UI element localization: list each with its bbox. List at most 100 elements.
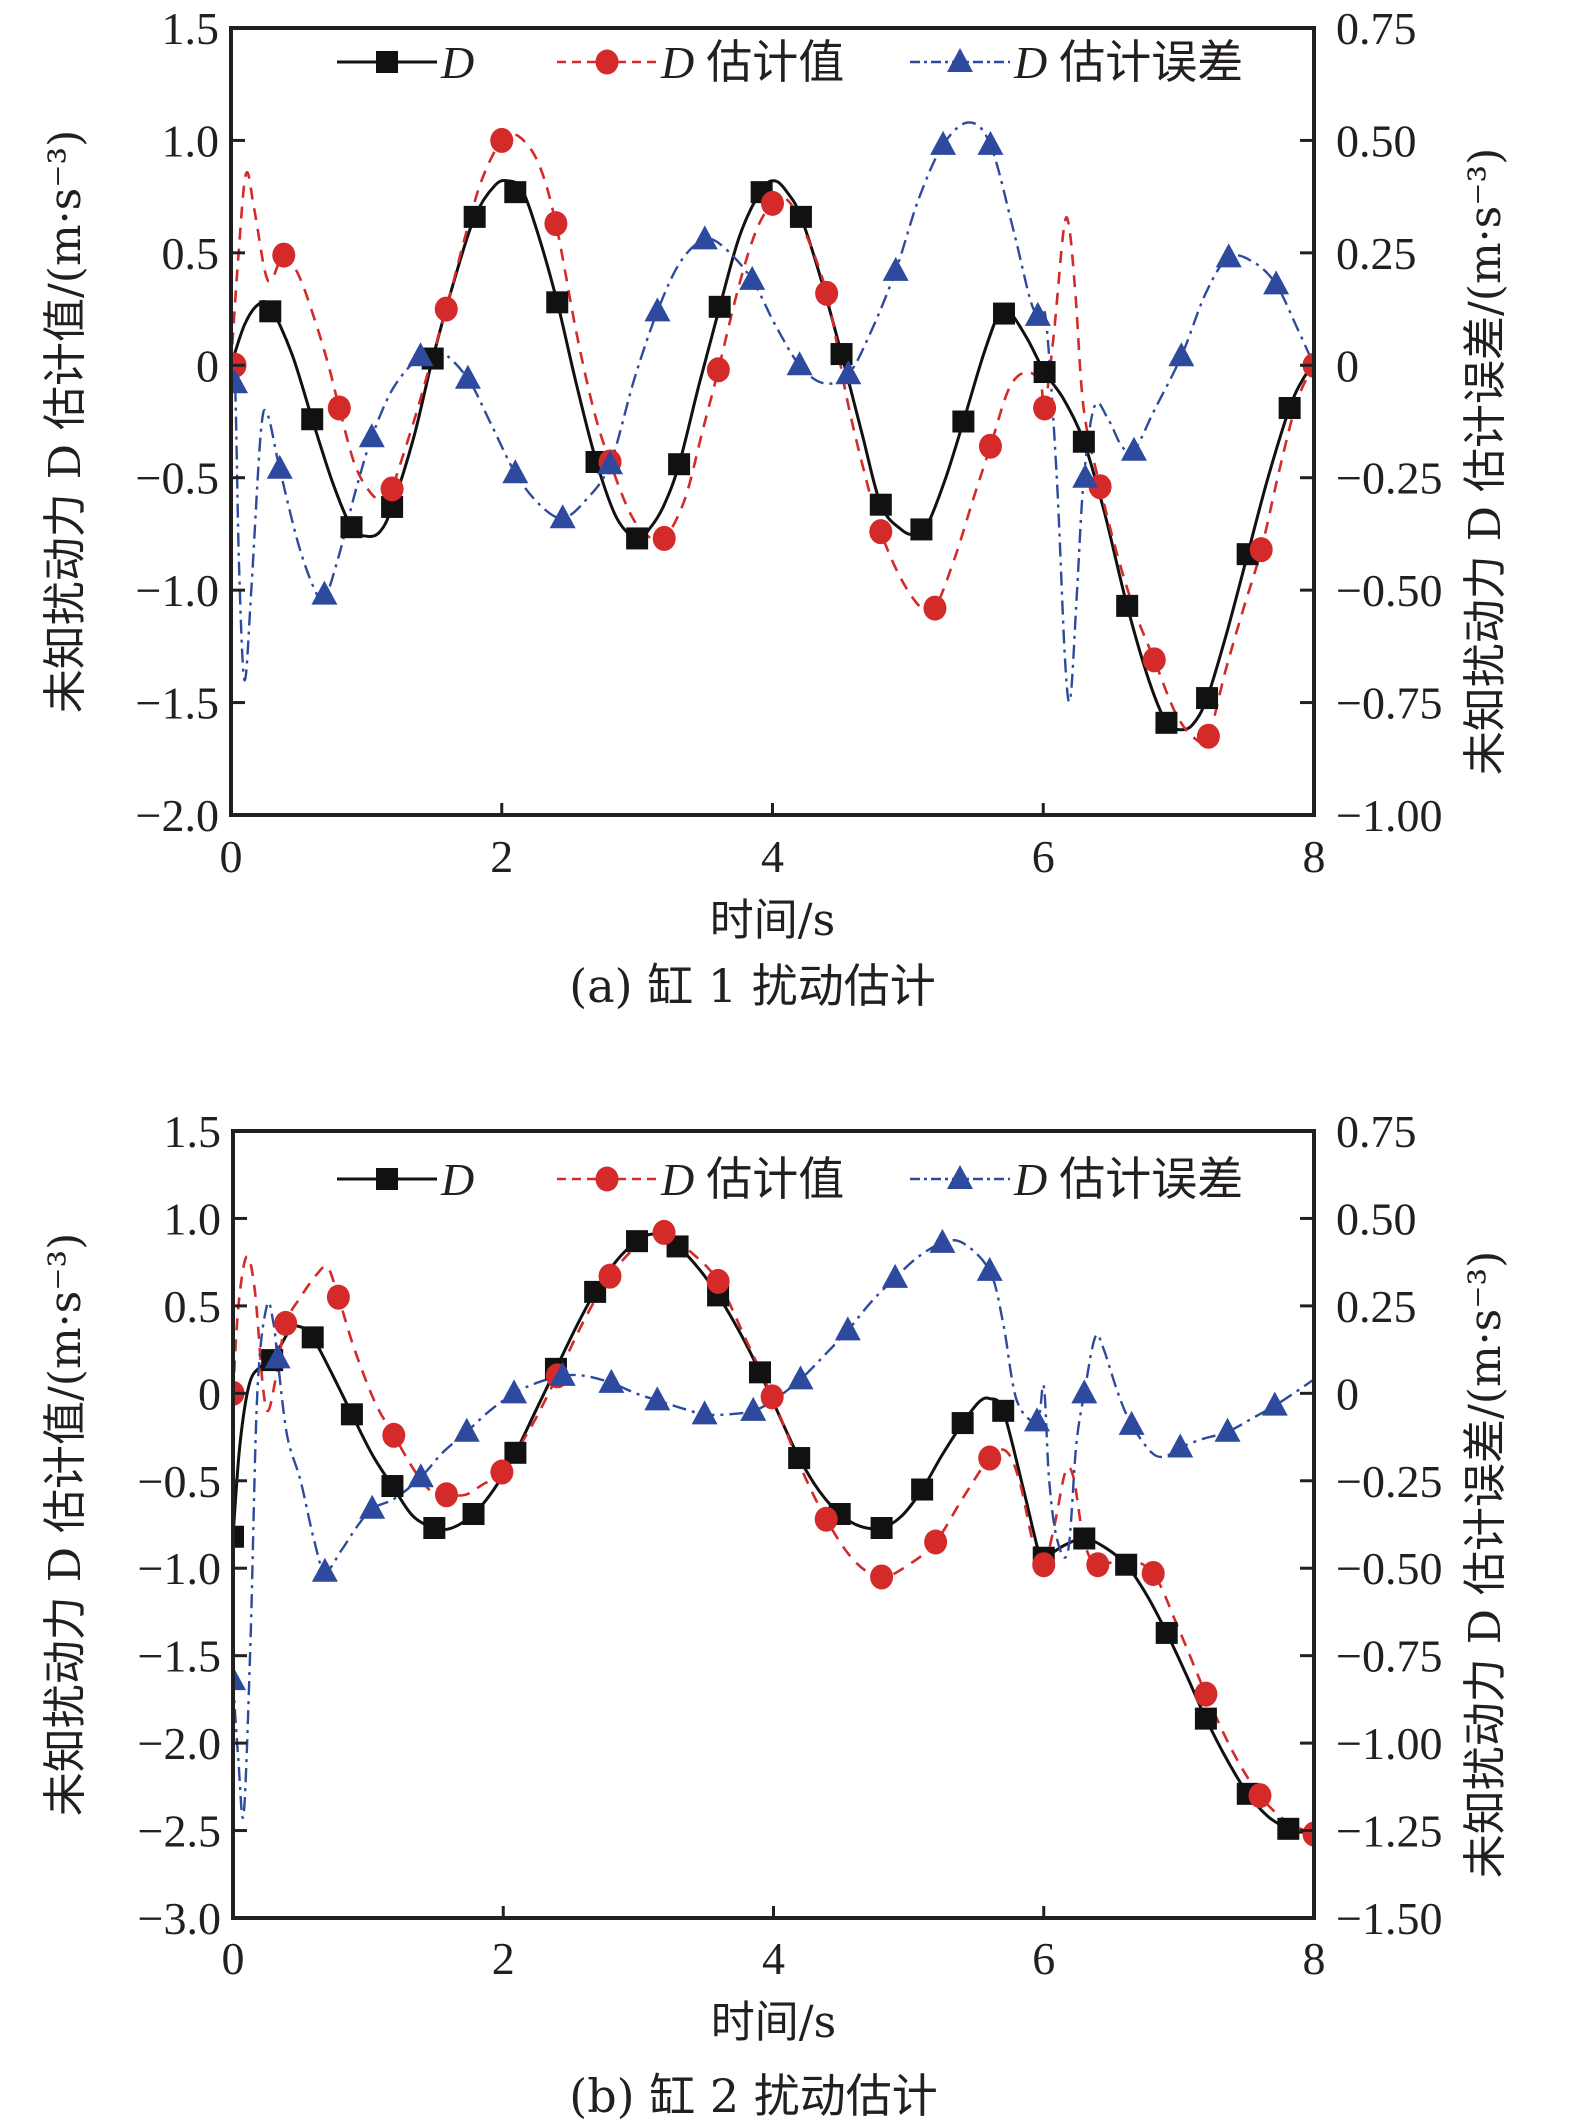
data-point-d-estimate [706, 1268, 730, 1294]
legend-label: D 估计误差 [1013, 1152, 1243, 1206]
legend: D D 估计值 D 估计误差 [337, 35, 1243, 89]
data-point-d [870, 1516, 893, 1539]
legend-text: 估计值 [706, 35, 844, 89]
data-point-d-error [1023, 1407, 1050, 1432]
y-tick-label: 0.5 [164, 1281, 222, 1332]
data-point-d [423, 1516, 446, 1539]
data-point-d-error [930, 130, 957, 155]
data-point-d-error [407, 342, 434, 367]
legend-text: 估计误差 [1059, 35, 1243, 89]
y-axis-title: 未知扰动力 D 估计值/(m·s⁻³) [40, 130, 91, 714]
x-tick-label: 2 [492, 1933, 515, 1984]
data-point-d-error [598, 1368, 625, 1393]
data-point-d-error [502, 459, 529, 484]
data-point-d-error [1071, 1379, 1098, 1404]
y-tick-label: −2.5 [138, 1806, 221, 1857]
data-point-d [992, 1399, 1015, 1422]
data-point-d-error [740, 1396, 767, 1421]
data-point-d-error [1167, 1433, 1194, 1458]
data-point-d-estimate [652, 525, 676, 551]
data-point-d-error [407, 1463, 434, 1488]
legend-item: D 估计值 [557, 35, 844, 89]
data-point-d-estimate [760, 1384, 784, 1410]
x-tick-label: 0 [220, 831, 243, 882]
data-point-d-error [1120, 436, 1147, 461]
series-line-d [231, 178, 1314, 732]
data-point-d [1194, 1707, 1217, 1730]
data-point-d [626, 527, 649, 550]
y-tick-label: −0.5 [138, 1456, 221, 1507]
data-point-d-estimate [1032, 1552, 1056, 1578]
data-point-d [1196, 687, 1219, 710]
data-point-d-error [1072, 463, 1099, 488]
x-tick-label: 6 [1032, 1933, 1055, 1984]
data-point-d-error [359, 1494, 386, 1519]
data-point-d-estimate [761, 190, 784, 216]
legend-label: D 估计值 [660, 35, 844, 89]
data-point-d-error [1214, 1417, 1241, 1442]
data-point-d-error [835, 360, 862, 385]
data-point-d-error [644, 1386, 671, 1411]
data-point-d [233, 1525, 244, 1548]
data-point-d-error [882, 1263, 909, 1288]
y-tick-label: 1.0 [162, 115, 220, 166]
legend-item: D [337, 37, 474, 88]
data-point-d [504, 181, 527, 204]
data-point-d [301, 1326, 324, 1349]
data-point-d-estimate [706, 357, 730, 383]
data-point-d-estimate [978, 1445, 1002, 1471]
legend-item: D 估计误差 [910, 1152, 1243, 1206]
data-point-d [462, 1503, 485, 1526]
data-point-d-error [454, 364, 481, 389]
x-tick-label: 0 [222, 1933, 245, 1984]
data-point-d-error [549, 1361, 576, 1386]
data-point-d-error [1261, 1391, 1288, 1416]
data-point-d [1155, 1621, 1178, 1644]
legend: D D 估计值 D 估计误差 [337, 1152, 1243, 1206]
x-axis-title: 时间/s [711, 1997, 836, 2048]
data-point-d [1073, 1527, 1096, 1550]
legend-symbol: D [1013, 37, 1047, 88]
data-point-d-error [977, 130, 1004, 155]
data-point-d [951, 1412, 974, 1435]
y-right-tick-label: −0.25 [1336, 453, 1442, 504]
y-right-tick-label: −0.75 [1336, 678, 1442, 729]
data-point-d-estimate [1033, 395, 1057, 421]
plot-area [233, 1219, 1314, 1847]
data-point-d [1278, 397, 1301, 420]
y-right-tick-label: −1.00 [1336, 790, 1442, 841]
data-point-d-error [501, 1379, 528, 1404]
data-point-d-error [266, 454, 293, 479]
data-point-d-estimate [869, 519, 893, 545]
y-right-tick-label: 0.50 [1336, 1193, 1417, 1244]
data-point-d-error [358, 423, 385, 448]
data-point-d [830, 343, 853, 366]
data-point-d-estimate [434, 296, 458, 322]
legend-item: D 估计值 [557, 1152, 844, 1206]
data-point-d [910, 518, 933, 541]
chart-panel-b: 0 2 4 6 81.51.00.50−0.5−1.0−1.5−2.0−2.5−3.00… [40, 1106, 1511, 2123]
panel-caption: (b) 缸 2 扰动估计 [569, 2069, 937, 2123]
chart-panel-a: 0 2 4 6 81.51.00.50−0.5−1.0−1.5−2.00.750.500… [40, 3, 1511, 1013]
legend-label: D 估计值 [660, 1152, 844, 1206]
x-tick-label: 8 [1303, 1933, 1326, 1984]
y-right-tick-label: −0.50 [1336, 565, 1442, 616]
y-right-tick-label: −1.50 [1336, 1893, 1442, 1944]
data-point-d-error [233, 1666, 246, 1691]
data-point-d [381, 1475, 404, 1498]
data-point-d [301, 408, 324, 431]
legend-label: D [440, 1154, 474, 1205]
x-tick-label: 4 [762, 1933, 785, 1984]
y-tick-label: 1.5 [162, 3, 220, 54]
y-tick-label: −1.5 [138, 1631, 221, 1682]
data-point-d-estimate [815, 280, 839, 306]
legend-marker-triangle-icon [947, 48, 973, 72]
data-point-d-error [311, 580, 338, 605]
data-point-d-estimate [327, 395, 351, 421]
data-point-d [789, 205, 812, 228]
y-tick-label: 0 [198, 1368, 221, 1419]
data-point-d-error [787, 1365, 814, 1390]
data-point-d-estimate [1302, 1821, 1314, 1847]
y-right-tick-label: 0 [1336, 1368, 1359, 1419]
